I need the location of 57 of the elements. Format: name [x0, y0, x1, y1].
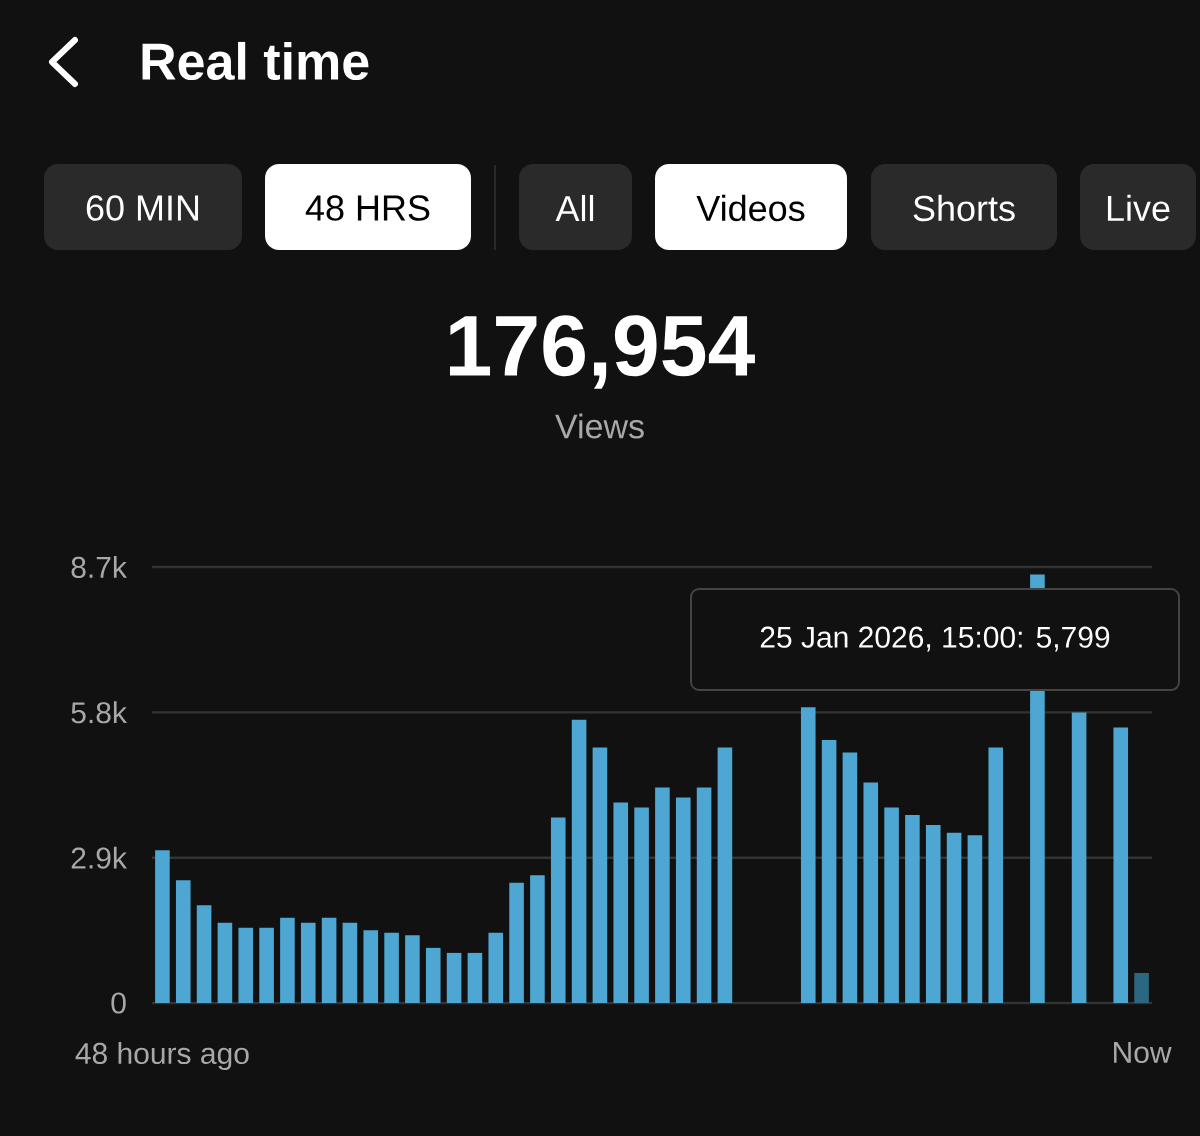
bar: [342, 922, 358, 1004]
bar: [925, 825, 941, 1004]
bar: [321, 917, 337, 1004]
bar: [1071, 712, 1087, 1004]
bar: [1134, 972, 1149, 1004]
bar: [655, 787, 670, 1004]
bar: [613, 802, 629, 1004]
text: 176,954: [450, 315, 755, 389]
bar: [634, 807, 649, 1004]
bar: [988, 747, 1004, 1004]
bar: [467, 952, 483, 1004]
bar: [717, 747, 733, 1004]
x-tick-label: 48 hours ago: [75, 1042, 249, 1071]
bar: [196, 905, 212, 1004]
bar: [217, 922, 233, 1004]
bar: [405, 935, 420, 1004]
annotation: 25 Jan 2026, 15:00: 5,799: [760, 626, 1110, 652]
text: 48 HRS: [305, 195, 430, 221]
text: Live: [1107, 194, 1170, 222]
y-tick-label: 8.7k: [71, 556, 127, 579]
bar: [509, 882, 524, 1004]
text: Videos: [696, 194, 805, 222]
bar: [905, 815, 920, 1004]
bar: [425, 947, 441, 1004]
bar: [571, 719, 587, 1004]
bar: [842, 752, 858, 1004]
text: 60 MIN: [86, 195, 199, 221]
bar: [300, 922, 316, 1004]
bar: [259, 927, 274, 1004]
bar: [488, 932, 504, 1004]
bar: [696, 787, 712, 1004]
text: Views: [555, 413, 644, 439]
bar: [363, 930, 379, 1004]
text: All: [555, 194, 594, 222]
bar: [1113, 727, 1129, 1004]
text: Shorts: [913, 194, 1015, 222]
x-tick-label: Now: [1114, 1042, 1172, 1063]
bar: [821, 739, 837, 1004]
bar: [530, 875, 545, 1004]
bar: [446, 952, 462, 1004]
y-tick-label: 0: [111, 992, 126, 1014]
bar: [967, 835, 983, 1004]
bar: [238, 927, 254, 1004]
bar: [175, 880, 191, 1004]
bar: [675, 797, 691, 1004]
bar: [863, 782, 879, 1004]
bar: [280, 917, 295, 1004]
bar: [884, 807, 899, 1004]
y-tick-label: 5.8k: [71, 701, 127, 724]
chart-title: Real time: [142, 41, 369, 81]
bar: [384, 932, 399, 1004]
bar: [155, 850, 170, 1004]
bar: [550, 817, 566, 1004]
y-tick-label: 2.9k: [71, 846, 127, 869]
bar: [946, 832, 962, 1004]
bar: [592, 747, 608, 1004]
bar: [800, 707, 816, 1004]
